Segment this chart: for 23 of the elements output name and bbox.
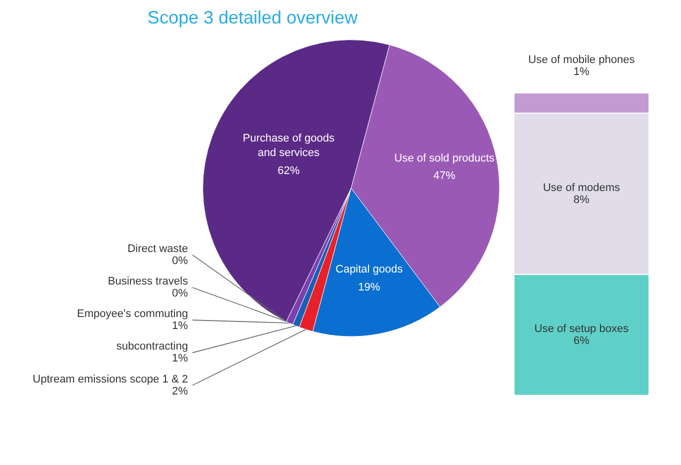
data-label: 19% <box>358 281 380 294</box>
series-label: Use of setup boxes <box>534 322 630 335</box>
text: 0% <box>172 287 188 300</box>
category-label: Business travels <box>108 275 188 288</box>
text: Use of mobile phones <box>528 54 636 66</box>
data-label: 47% <box>433 170 456 182</box>
series-label: Use of modems <box>542 182 621 194</box>
data-label: 1% <box>172 352 188 365</box>
slice-label: Capital goods <box>336 263 404 276</box>
slice-label: Uptream emissions scope 1 & 2 <box>32 373 188 386</box>
slice-label: Use of sold products <box>394 152 496 164</box>
category-label: Direct waste <box>127 242 188 255</box>
data-label: 8% <box>574 194 590 206</box>
slice-label: Purchase of goods and services <box>242 132 335 159</box>
slice-label: subcontracting <box>116 340 188 353</box>
data-label: 1% <box>172 320 188 332</box>
text: 0% <box>172 254 188 267</box>
slice-label: Empoyee's commuting <box>77 308 188 320</box>
chart-title: Scope 3 detailed overview <box>147 8 359 28</box>
data-label: 2% <box>172 385 188 398</box>
data-label: 62% <box>278 164 300 177</box>
data-label: 1% <box>574 66 590 78</box>
data-label: 6% <box>574 334 590 347</box>
